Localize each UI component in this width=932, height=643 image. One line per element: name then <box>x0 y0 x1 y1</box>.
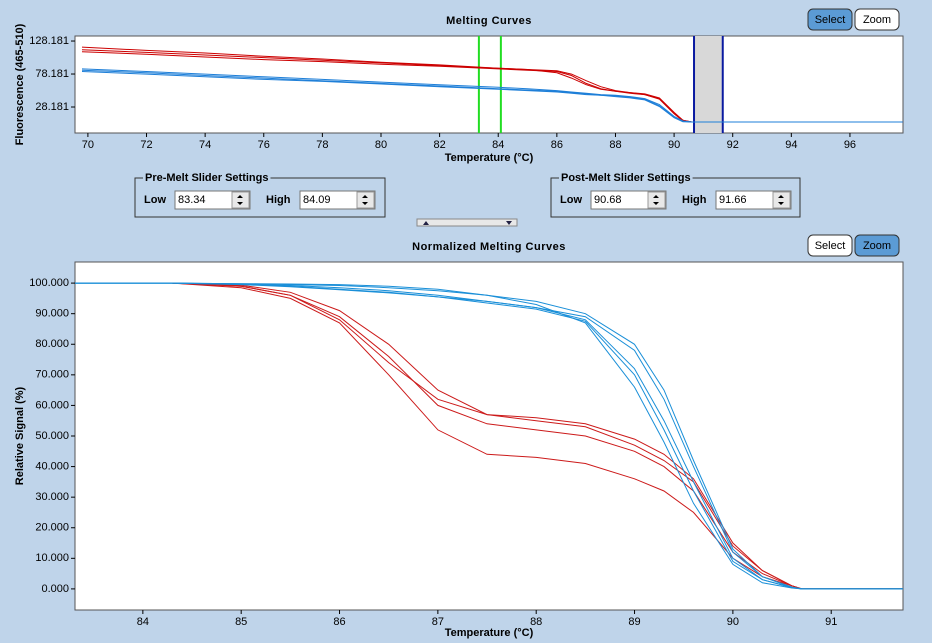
x-tick-label: 85 <box>235 616 247 628</box>
spin-value[interactable]: 84.09 <box>303 194 331 206</box>
y-tick-label: 0.000 <box>41 583 69 595</box>
toolbar-button[interactable] <box>807 234 853 257</box>
x-tick-label: 88 <box>609 139 621 151</box>
spin-value[interactable]: 91.66 <box>719 194 747 206</box>
x-tick-label: 84 <box>492 139 504 151</box>
x-tick-label: 80 <box>375 139 387 151</box>
chart-title: Melting Curves <box>446 15 532 27</box>
curve <box>172 282 903 590</box>
x-tick-label: 91 <box>825 616 837 628</box>
y-tick-label: 50.000 <box>35 430 69 442</box>
splitter[interactable] <box>416 218 518 227</box>
y-tick-label: 60.000 <box>35 399 69 411</box>
x-tick-label: 96 <box>844 139 856 151</box>
x-tick-label: 82 <box>433 139 445 151</box>
field-label: Low <box>144 194 166 206</box>
x-tick-label: 92 <box>727 139 739 151</box>
x-tick-label: 78 <box>316 139 328 151</box>
spin-field[interactable] <box>715 190 792 210</box>
spin-value[interactable]: 83.34 <box>178 194 206 206</box>
y-tick-label: 28.181 <box>35 101 69 113</box>
x-tick-label: 90 <box>727 616 739 628</box>
spin-value[interactable]: 90.68 <box>594 194 622 206</box>
plot-area <box>74 261 904 611</box>
x-tick-label: 86 <box>333 616 345 628</box>
x-tick-label: 72 <box>140 139 152 151</box>
field-label: High <box>682 194 707 206</box>
y-tick-label: 70.000 <box>35 369 69 381</box>
group-title: Post-Melt Slider Settings <box>561 172 691 184</box>
y-tick-label: 10.000 <box>35 552 69 564</box>
y-tick-label: 100.000 <box>29 277 69 289</box>
y-axis-label: Fluorescence (465-510) <box>14 23 26 145</box>
toolbar-button[interactable] <box>854 8 900 31</box>
button-label[interactable]: Select <box>815 240 846 252</box>
plot-layer <box>75 282 903 590</box>
y-tick-label: 40.000 <box>35 460 69 472</box>
curve <box>81 71 903 123</box>
spin-arrows <box>237 195 243 205</box>
x-tick-label: 94 <box>785 139 797 151</box>
y-tick-label: 78.181 <box>35 68 69 80</box>
curve <box>75 282 903 590</box>
plot-area <box>74 35 904 134</box>
group-title-bg <box>143 171 271 185</box>
spin-button[interactable] <box>231 191 250 209</box>
y-tick-label: 128.181 <box>29 35 69 47</box>
x-tick-label: 84 <box>137 616 149 628</box>
plot-layer <box>81 36 903 133</box>
spin-arrows <box>653 195 659 205</box>
spin-arrows <box>362 195 368 205</box>
spin-field[interactable] <box>299 190 376 210</box>
y-tick-label: 20.000 <box>35 522 69 534</box>
x-axis-label: Temperature (°C) <box>445 627 534 639</box>
y-tick-label: 30.000 <box>35 491 69 503</box>
curve <box>172 282 903 590</box>
field-label: High <box>266 194 291 206</box>
group-title: Pre-Melt Slider Settings <box>145 172 268 184</box>
y-tick-label: 80.000 <box>35 338 69 350</box>
x-tick-label: 87 <box>432 616 444 628</box>
y-axis-label: Relative Signal (%) <box>14 386 26 485</box>
spin-button[interactable] <box>356 191 375 209</box>
post-melt-range <box>694 36 723 133</box>
button-label[interactable]: Zoom <box>863 240 891 252</box>
x-tick-label: 74 <box>199 139 211 151</box>
x-tick-label: 86 <box>551 139 563 151</box>
toolbar-button[interactable] <box>854 234 900 257</box>
x-tick-label: 88 <box>530 616 542 628</box>
x-tick-label: 76 <box>258 139 270 151</box>
button-label[interactable]: Zoom <box>863 14 891 26</box>
spin-field[interactable] <box>590 190 667 210</box>
x-tick-label: 89 <box>628 616 640 628</box>
spin-arrows <box>778 195 784 205</box>
field-label: Low <box>560 194 582 206</box>
spin-button[interactable] <box>647 191 666 209</box>
x-axis-label: Temperature (°C) <box>445 152 534 164</box>
spin-field[interactable] <box>174 190 251 210</box>
x-tick-label: 70 <box>82 139 94 151</box>
button-label[interactable]: Select <box>815 14 846 26</box>
curve <box>75 282 903 590</box>
chart-title: Normalized Melting Curves <box>412 241 566 253</box>
x-tick-label: 90 <box>668 139 680 151</box>
spin-button[interactable] <box>772 191 791 209</box>
toolbar-button[interactable] <box>807 8 853 31</box>
y-tick-label: 90.000 <box>35 308 69 320</box>
group-title-bg <box>559 171 693 185</box>
